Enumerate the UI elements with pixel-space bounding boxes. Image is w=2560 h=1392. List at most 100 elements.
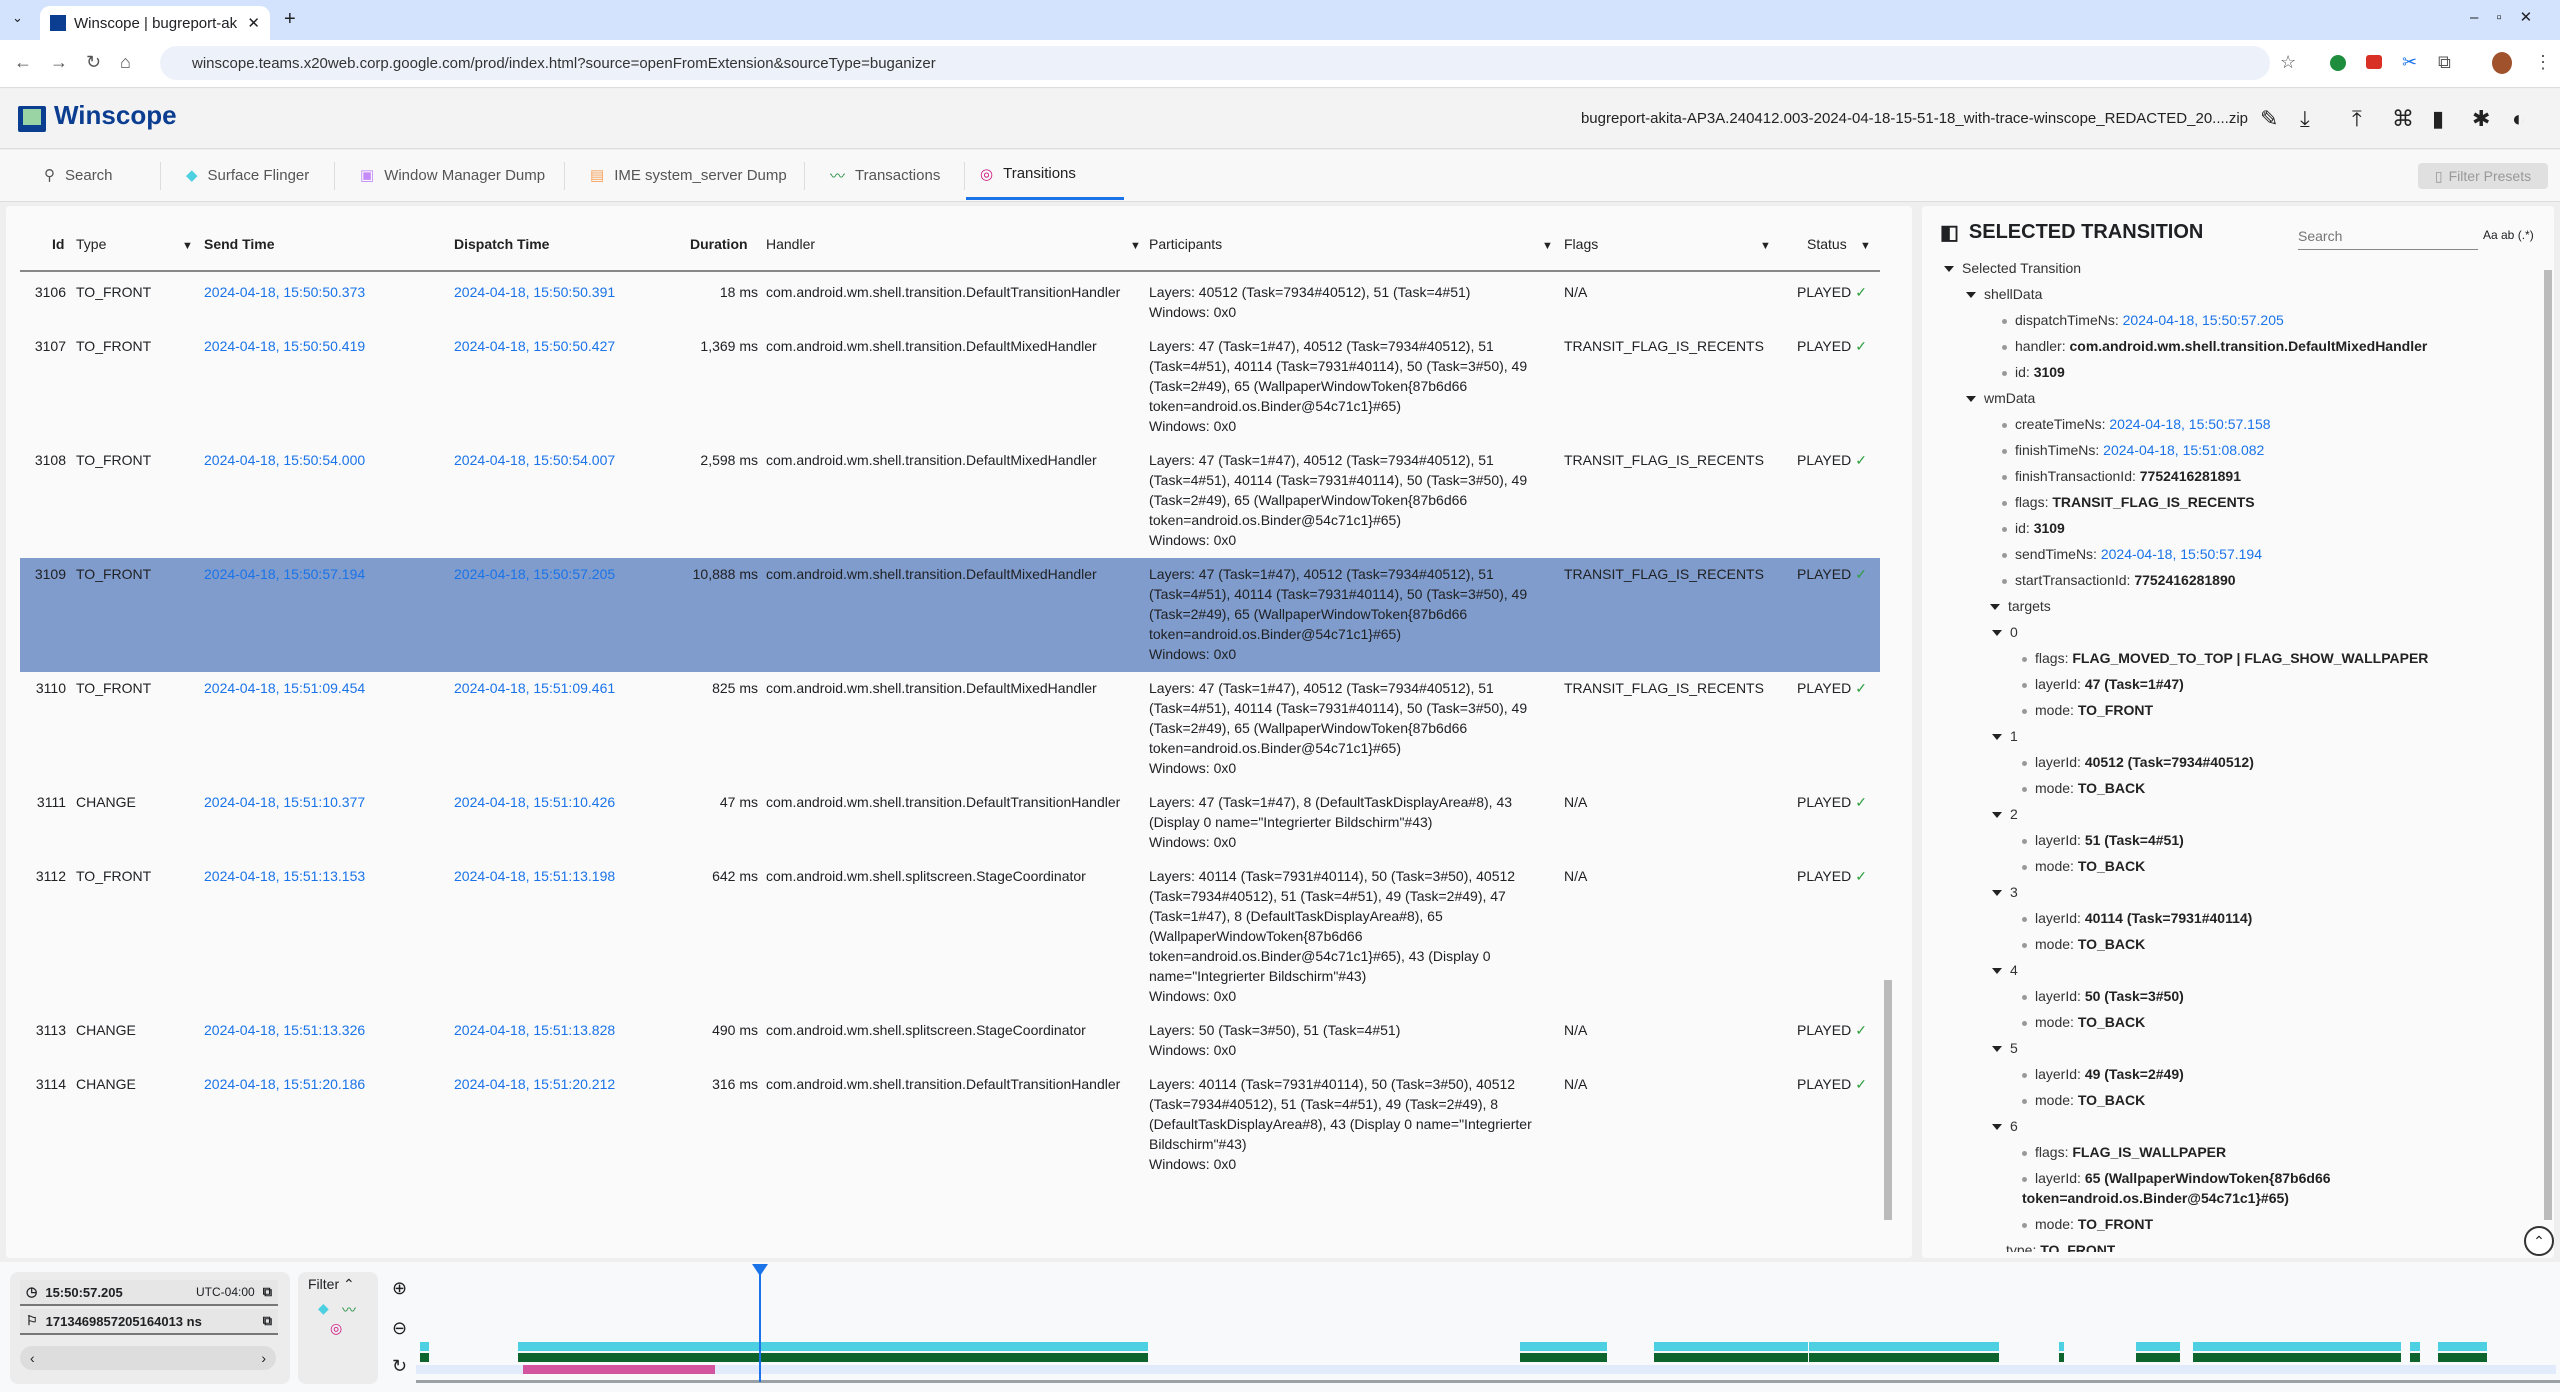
tree-property[interactable]: handler: com.android.wm.shell.transition…: [2002, 336, 2427, 356]
bug-report-icon[interactable]: ✱: [2472, 106, 2491, 131]
scissors-extension-icon[interactable]: ✂: [2402, 52, 2418, 72]
surface-flinger-entry[interactable]: [2059, 1342, 2065, 1351]
tab-transitions[interactable]: ◎ Transitions: [966, 150, 1124, 200]
table-row[interactable]: 3109 TO_FRONT 2024-04-18, 15:50:57.194 2024…: [20, 558, 1880, 672]
bookmark-star-icon[interactable]: ☆: [2280, 52, 2297, 72]
column-header-participants[interactable]: Participants: [1149, 236, 1223, 252]
cell-send-time[interactable]: 2024-04-18, 15:50:54.000: [204, 452, 366, 468]
surface-flinger-entry[interactable]: [2193, 1342, 2401, 1351]
tree-property[interactable]: mode: TO_BACK: [2022, 856, 2145, 876]
timeline-cursor-handle[interactable]: [752, 1264, 768, 1276]
transitions-trace-icon[interactable]: ◎: [330, 1320, 343, 1336]
cell-send-time[interactable]: 2024-04-18, 15:51:09.454: [204, 680, 366, 696]
transactions-entry[interactable]: [2193, 1353, 2401, 1362]
tree-property[interactable]: finishTransactionId: 7752416281891: [2002, 466, 2241, 486]
transactions-entry[interactable]: [2135, 1353, 2181, 1362]
edit-pencil-icon[interactable]: ✎: [2260, 106, 2279, 131]
transactions-entry[interactable]: [1809, 1353, 1999, 1362]
home-icon[interactable]: ⌂: [120, 52, 131, 72]
back-icon[interactable]: ←: [14, 52, 32, 72]
status-filter-dropdown-icon[interactable]: ▼: [1860, 240, 1871, 252]
surface-flinger-entry[interactable]: [2438, 1342, 2488, 1351]
filter-toggle[interactable]: Filter ⌃: [308, 1276, 355, 1293]
tree-property[interactable]: mode: TO_BACK: [2022, 1012, 2145, 1032]
tree-property[interactable]: type: TO_FRONT: [2006, 1240, 2115, 1252]
tree-node[interactable]: 0: [1992, 622, 2018, 642]
tree-property[interactable]: mode: TO_BACK: [2022, 778, 2145, 798]
participants-filter-dropdown-icon[interactable]: ▼: [1542, 240, 1553, 252]
ns-timestamp-field[interactable]: ⚐ 1713469857205164013 ns ⧉: [20, 1309, 278, 1335]
new-tab-icon[interactable]: +: [284, 8, 296, 30]
cell-dispatch-time[interactable]: 2024-04-18, 15:51:13.828: [454, 1022, 616, 1038]
tree-property[interactable]: layerId: 49 (Task=2#49): [2022, 1064, 2184, 1084]
tab-transactions[interactable]: 〰 Transactions: [816, 150, 954, 200]
cell-send-time[interactable]: 2024-04-18, 15:51:13.153: [204, 868, 366, 884]
cell-dispatch-time[interactable]: 2024-04-18, 15:50:50.427: [454, 338, 616, 354]
column-header-id[interactable]: Id: [52, 236, 65, 252]
surface-flinger-entry[interactable]: [419, 1342, 430, 1351]
column-header-duration[interactable]: Duration: [690, 236, 748, 252]
column-header-dispatch-time[interactable]: Dispatch Time: [454, 236, 550, 252]
cell-send-time[interactable]: 2024-04-18, 15:50:57.194: [204, 566, 366, 582]
cell-send-time[interactable]: 2024-04-18, 15:51:13.326: [204, 1022, 366, 1038]
table-row[interactable]: 3111 CHANGE 2024-04-18, 15:51:10.377 2024-0…: [20, 786, 1880, 860]
upload-icon[interactable]: ⤒: [2352, 106, 2362, 131]
window-controls[interactable]: –▫✕: [2470, 9, 2551, 26]
surface-flinger-entry[interactable]: [2135, 1342, 2181, 1351]
table-row[interactable]: 3113 CHANGE 2024-04-18, 15:51:13.326 2024-0…: [20, 1014, 1880, 1068]
table-scrollbar[interactable]: [1884, 980, 1892, 1220]
scroll-up-button[interactable]: ⌃: [2524, 1226, 2554, 1256]
table-row[interactable]: 3112 TO_FRONT 2024-04-18, 15:51:13.153 2024…: [20, 860, 1880, 1014]
surface-flinger-entry[interactable]: [517, 1342, 1148, 1351]
tree-property[interactable]: mode: TO_FRONT: [2022, 1214, 2153, 1234]
cell-dispatch-time[interactable]: 2024-04-18, 15:51:13.198: [454, 868, 616, 884]
column-header-handler[interactable]: Handler: [766, 236, 816, 252]
transactions-entry[interactable]: [1654, 1353, 1808, 1362]
cell-send-time[interactable]: 2024-04-18, 15:51:10.377: [204, 794, 366, 810]
tab-list-icon[interactable]: ⌄: [12, 10, 23, 25]
transactions-trace-icon[interactable]: 〰: [342, 1302, 356, 1318]
documentation-icon[interactable]: ▮: [2432, 106, 2445, 131]
tree-property[interactable]: layerId: 47 (Task=1#47): [2022, 674, 2184, 694]
search-options-toggles[interactable]: Aa ab (.*): [2483, 228, 2534, 242]
close-tab-icon[interactable]: ✕: [247, 15, 260, 32]
transactions-entry[interactable]: [517, 1353, 1148, 1362]
table-row[interactable]: 3108 TO_FRONT 2024-04-18, 15:50:54.000 2024…: [20, 444, 1880, 558]
url-input[interactable]: winscope.teams.x20web.corp.google.com/pr…: [160, 46, 2270, 80]
cell-dispatch-time[interactable]: 2024-04-18, 15:51:09.461: [454, 680, 616, 696]
forward-icon[interactable]: →: [50, 52, 68, 72]
expand-caret-icon[interactable]: [1992, 812, 2002, 819]
flags-filter-dropdown-icon[interactable]: ▼: [1760, 240, 1771, 252]
tree-property[interactable]: finishTimeNs: 2024-04-18, 15:51:08.082: [2002, 440, 2264, 460]
transactions-entry[interactable]: [2438, 1353, 2488, 1362]
reset-zoom-icon[interactable]: ↻: [392, 1356, 408, 1376]
filter-presets-button[interactable]: ▯ Filter Presets: [2418, 163, 2548, 189]
extensions-puzzle-icon[interactable]: ⧉: [2438, 52, 2451, 72]
cell-dispatch-time[interactable]: 2024-04-18, 15:50:57.205: [454, 566, 616, 582]
reload-icon[interactable]: ↻: [86, 52, 102, 72]
type-filter-dropdown-icon[interactable]: ▼: [182, 240, 193, 252]
browser-menu-icon[interactable]: ⋮: [2534, 52, 2552, 72]
surface-flinger-entry[interactable]: [1520, 1342, 1607, 1351]
tree-property[interactable]: flags: FLAG_IS_WALLPAPER: [2022, 1142, 2226, 1162]
collapse-panel-icon[interactable]: ◧: [1940, 222, 1959, 244]
expand-caret-icon[interactable]: [1990, 604, 2000, 611]
extension-icon[interactable]: [2366, 55, 2382, 69]
cell-dispatch-time[interactable]: 2024-04-18, 15:51:20.212: [454, 1076, 616, 1092]
expand-caret-icon[interactable]: [1992, 968, 2002, 975]
cell-dispatch-time[interactable]: 2024-04-18, 15:51:10.426: [454, 794, 616, 810]
surface-flinger-entry[interactable]: [2410, 1342, 2421, 1351]
tree-node[interactable]: 6: [1992, 1116, 2018, 1136]
tree-node[interactable]: wmData: [1966, 388, 2035, 408]
tree-property[interactable]: layerId: 50 (Task=3#50): [2022, 986, 2184, 1006]
expand-caret-icon[interactable]: [1992, 1124, 2002, 1131]
cell-send-time[interactable]: 2024-04-18, 15:50:50.373: [204, 284, 366, 300]
expand-caret-icon[interactable]: [1944, 266, 1954, 273]
column-header-type[interactable]: Type: [76, 236, 107, 252]
tree-node[interactable]: 4: [1992, 960, 2018, 980]
expand-caret-icon[interactable]: [1992, 734, 2002, 741]
tab-search[interactable]: ⚲ Search: [30, 150, 127, 200]
tree-property[interactable]: dispatchTimeNs: 2024-04-18, 15:50:57.205: [2002, 310, 2284, 330]
table-row[interactable]: 3114 CHANGE 2024-04-18, 15:51:20.186 2024-0…: [20, 1068, 1880, 1182]
next-entry-icon[interactable]: ›: [261, 1350, 266, 1366]
